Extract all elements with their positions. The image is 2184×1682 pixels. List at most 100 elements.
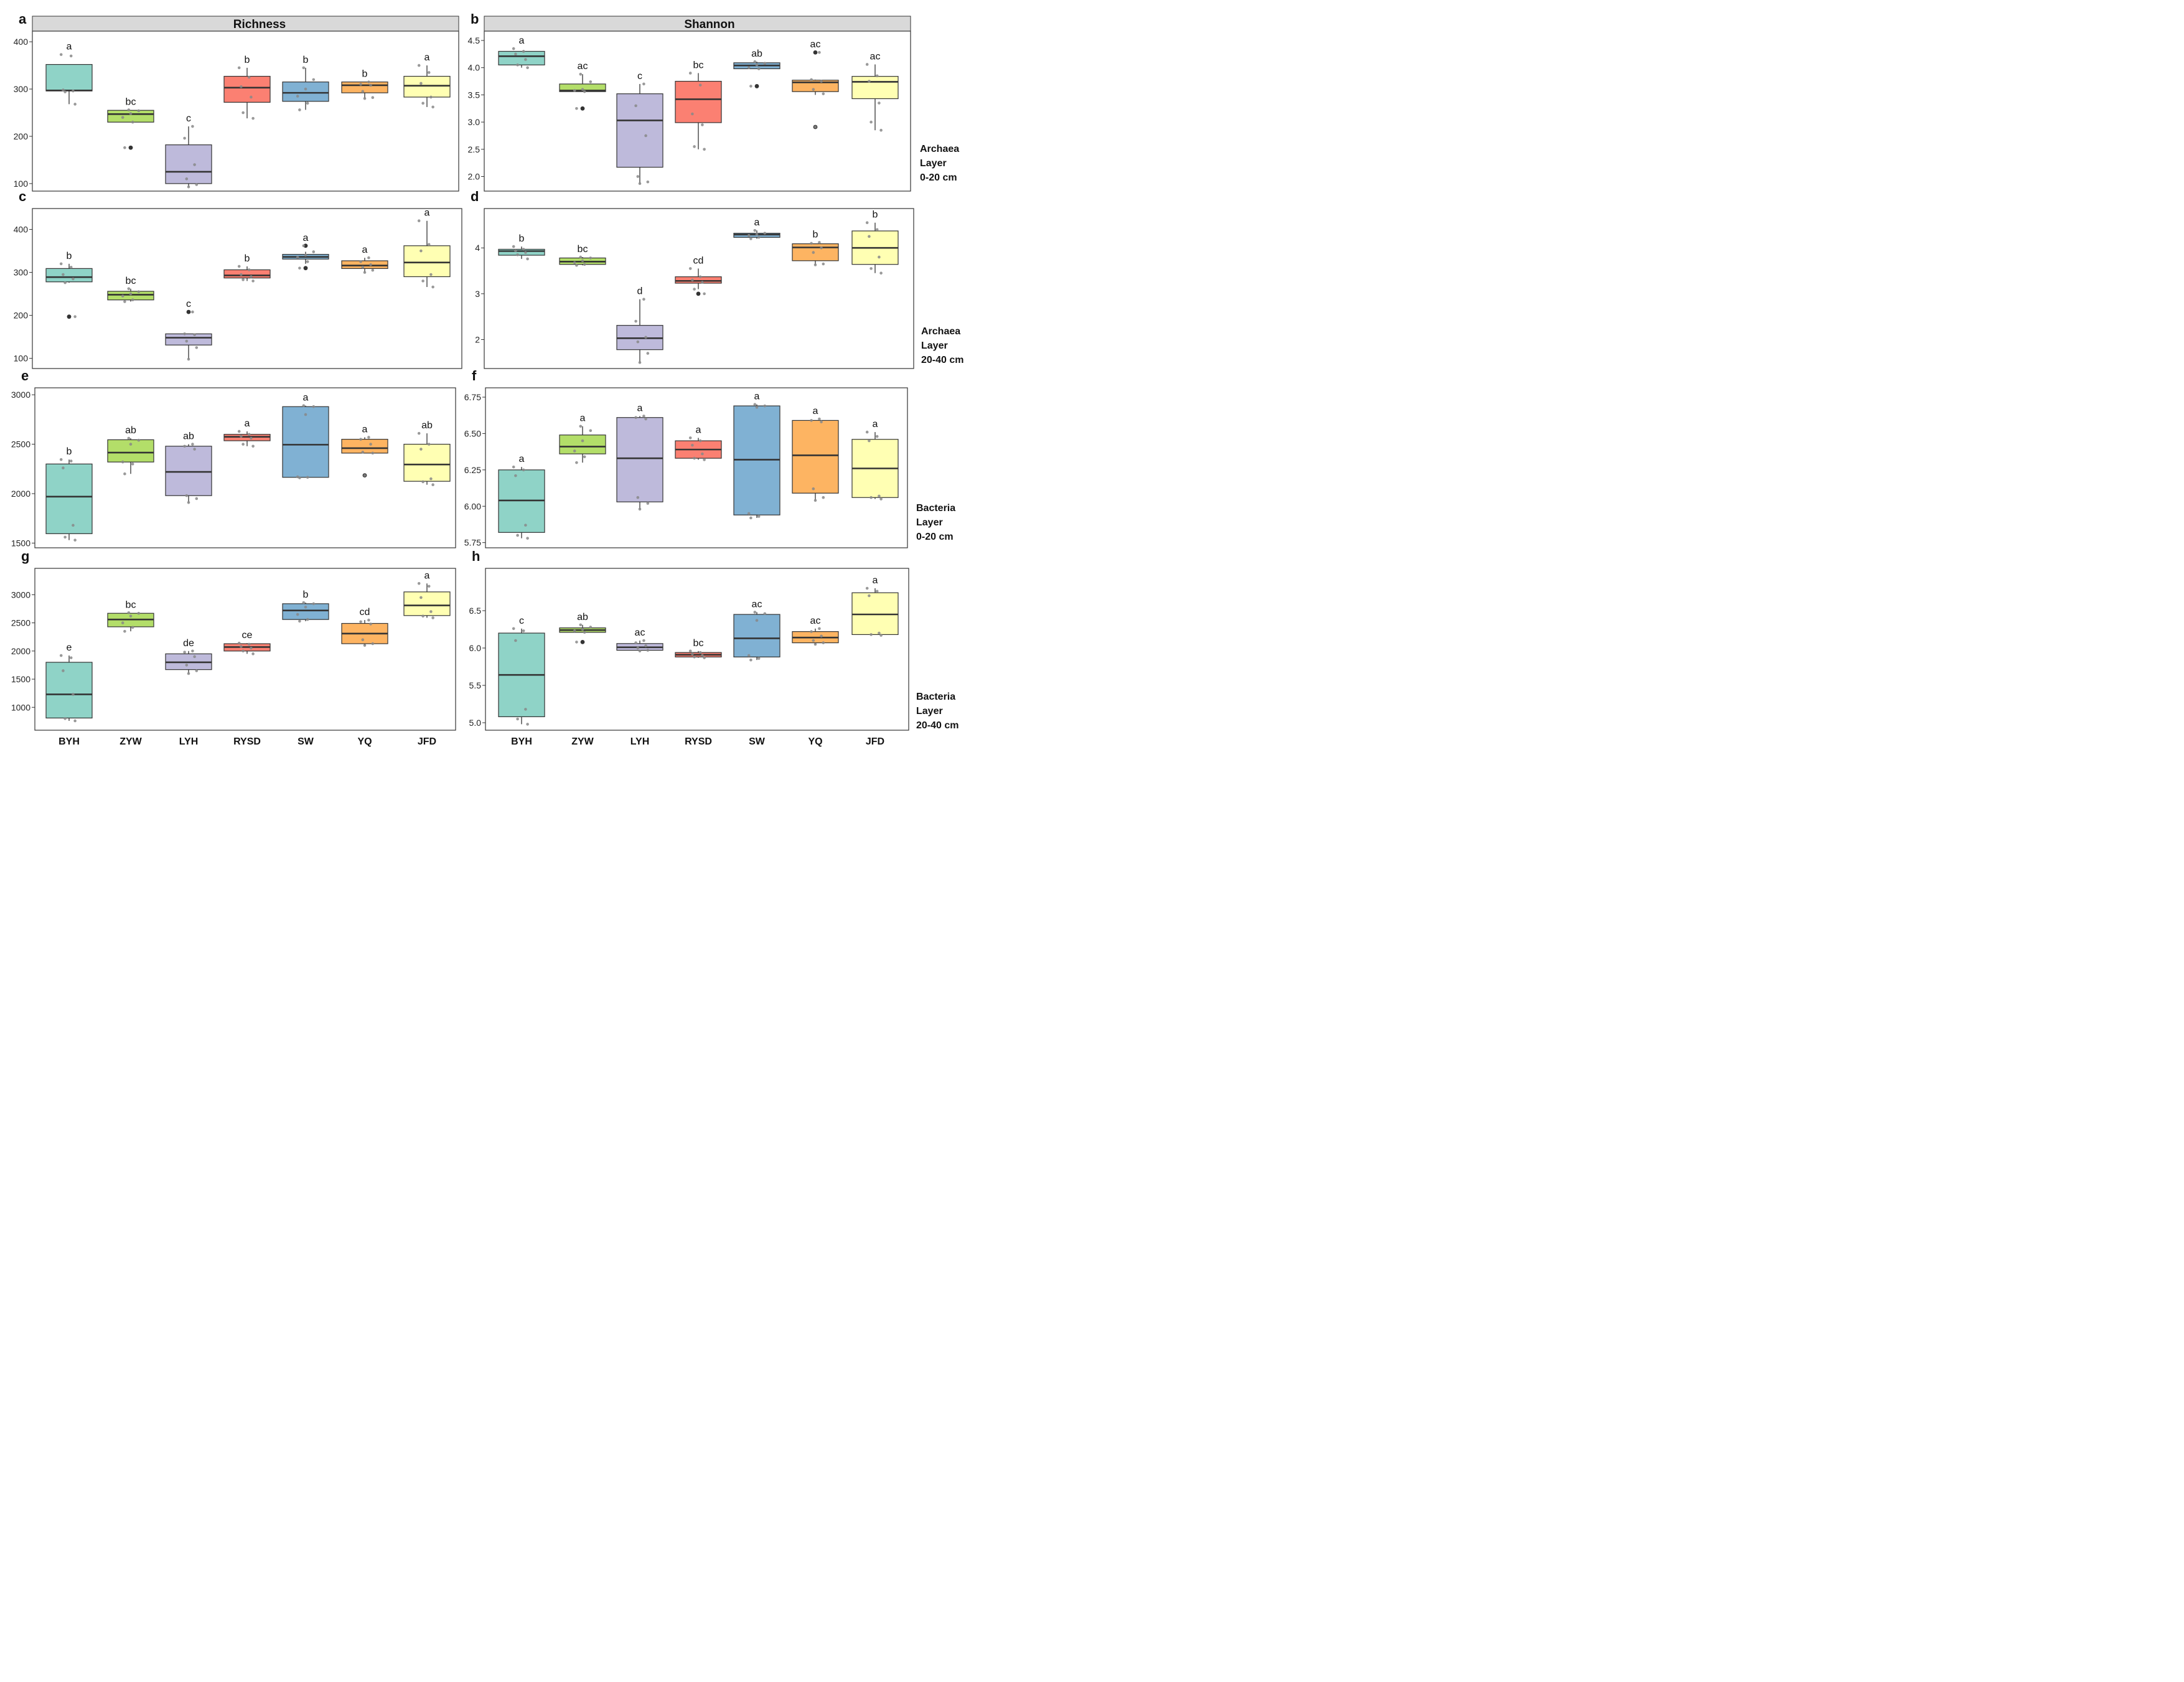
jitter-point xyxy=(371,268,375,272)
jitter-point xyxy=(514,474,517,477)
jitter-point xyxy=(522,629,525,632)
significance-letter: bc xyxy=(126,96,136,107)
jitter-point xyxy=(753,228,757,232)
significance-letter: a xyxy=(245,418,250,429)
significance-letter: b xyxy=(245,55,250,65)
jitter-point xyxy=(512,465,515,469)
jitter-point xyxy=(361,265,365,269)
significance-letter: a xyxy=(303,233,309,243)
jitter-point xyxy=(306,260,309,263)
jitter-point xyxy=(868,439,871,443)
jitter-point xyxy=(304,87,307,91)
panel-frame xyxy=(485,568,909,731)
panel-frame xyxy=(484,208,914,369)
y-tick-label: 200 xyxy=(14,311,29,321)
jitter-point xyxy=(813,642,817,646)
jitter-point xyxy=(241,278,245,281)
jitter-point xyxy=(298,266,301,270)
jitter-point xyxy=(753,403,757,406)
jitter-point xyxy=(359,438,362,441)
significance-letter: b xyxy=(67,251,72,261)
box-jfd: b xyxy=(851,210,899,275)
jitter-point xyxy=(123,472,126,476)
jitter-point xyxy=(63,281,67,284)
box-sw: a xyxy=(733,392,780,520)
jitter-point xyxy=(359,260,362,263)
jitter-point xyxy=(312,602,316,606)
y-tick-label: 1500 xyxy=(11,674,30,684)
jitter-point xyxy=(62,273,65,276)
jitter-point xyxy=(579,425,583,428)
jitter-point xyxy=(583,90,586,93)
outlier-point xyxy=(580,640,585,644)
significance-letter: b xyxy=(303,55,309,65)
significance-letter: a xyxy=(303,393,309,403)
outlier-point xyxy=(580,106,585,111)
box-jfd: a xyxy=(403,52,451,109)
jitter-point xyxy=(516,253,519,256)
box-rysd: b xyxy=(223,253,271,283)
row-label-line: Layer xyxy=(916,706,943,716)
jitter-point xyxy=(749,237,752,240)
row-label-line: Layer xyxy=(916,517,943,528)
box-lyh: a xyxy=(616,403,663,511)
y-tick-label: 5.5 xyxy=(469,680,482,690)
significance-letter: b xyxy=(873,210,878,220)
jitter-point xyxy=(691,278,694,282)
jitter-point xyxy=(869,633,873,636)
jitter-point xyxy=(763,404,767,408)
jitter-point xyxy=(522,50,525,53)
y-tick-label: 6.50 xyxy=(464,428,481,438)
jitter-point xyxy=(72,693,75,696)
panel-g: g 1000 1500 2000 2500 3000 e bc de ce b cd a xyxy=(11,548,456,731)
jitter-point xyxy=(421,614,424,618)
jitter-point xyxy=(131,298,134,302)
significance-letter: a xyxy=(424,570,430,581)
box-zyw: bc xyxy=(107,276,154,303)
jitter-point xyxy=(247,433,251,436)
y-tick-label: 6.75 xyxy=(464,392,481,402)
jitter-point xyxy=(581,627,584,631)
category-label-yq: YQ xyxy=(808,736,822,747)
jitter-point xyxy=(369,623,372,626)
significance-letter: d xyxy=(637,286,643,297)
box-yq: a xyxy=(792,406,839,502)
jitter-point xyxy=(636,646,640,650)
jitter-point xyxy=(298,108,301,111)
jitter-point xyxy=(306,476,309,479)
significance-letter: ac xyxy=(810,39,821,50)
jitter-point xyxy=(512,245,515,248)
box-byh: c xyxy=(498,616,545,726)
jitter-point xyxy=(191,443,194,446)
jitter-point xyxy=(868,594,871,598)
jitter-point xyxy=(868,80,871,83)
box-sw: ab xyxy=(733,49,780,88)
jitter-point xyxy=(304,413,307,416)
significance-letter: a xyxy=(873,419,878,430)
box-body xyxy=(498,50,545,65)
jitter-point xyxy=(524,708,527,711)
jitter-point xyxy=(312,250,316,253)
jitter-point xyxy=(583,455,586,459)
box-yq: a xyxy=(341,424,388,478)
jitter-point xyxy=(361,90,365,93)
jitter-point xyxy=(121,116,124,119)
box-yq: a xyxy=(341,245,388,274)
jitter-point xyxy=(431,105,434,109)
box-body xyxy=(675,276,722,284)
box-sw: ac xyxy=(733,599,780,662)
jitter-point xyxy=(241,111,245,115)
jitter-point xyxy=(749,516,752,520)
jitter-point xyxy=(747,234,751,237)
jitter-point xyxy=(304,253,307,257)
y-tick-label: 1500 xyxy=(11,538,30,548)
outlier-point xyxy=(754,84,759,88)
jitter-point xyxy=(583,263,586,266)
y-tick-label: 6.5 xyxy=(469,606,482,616)
box-lyh: ab xyxy=(165,431,212,504)
jitter-point xyxy=(59,458,63,461)
significance-letter: ab xyxy=(125,425,136,436)
jitter-point xyxy=(878,255,881,259)
jitter-point xyxy=(237,641,241,645)
